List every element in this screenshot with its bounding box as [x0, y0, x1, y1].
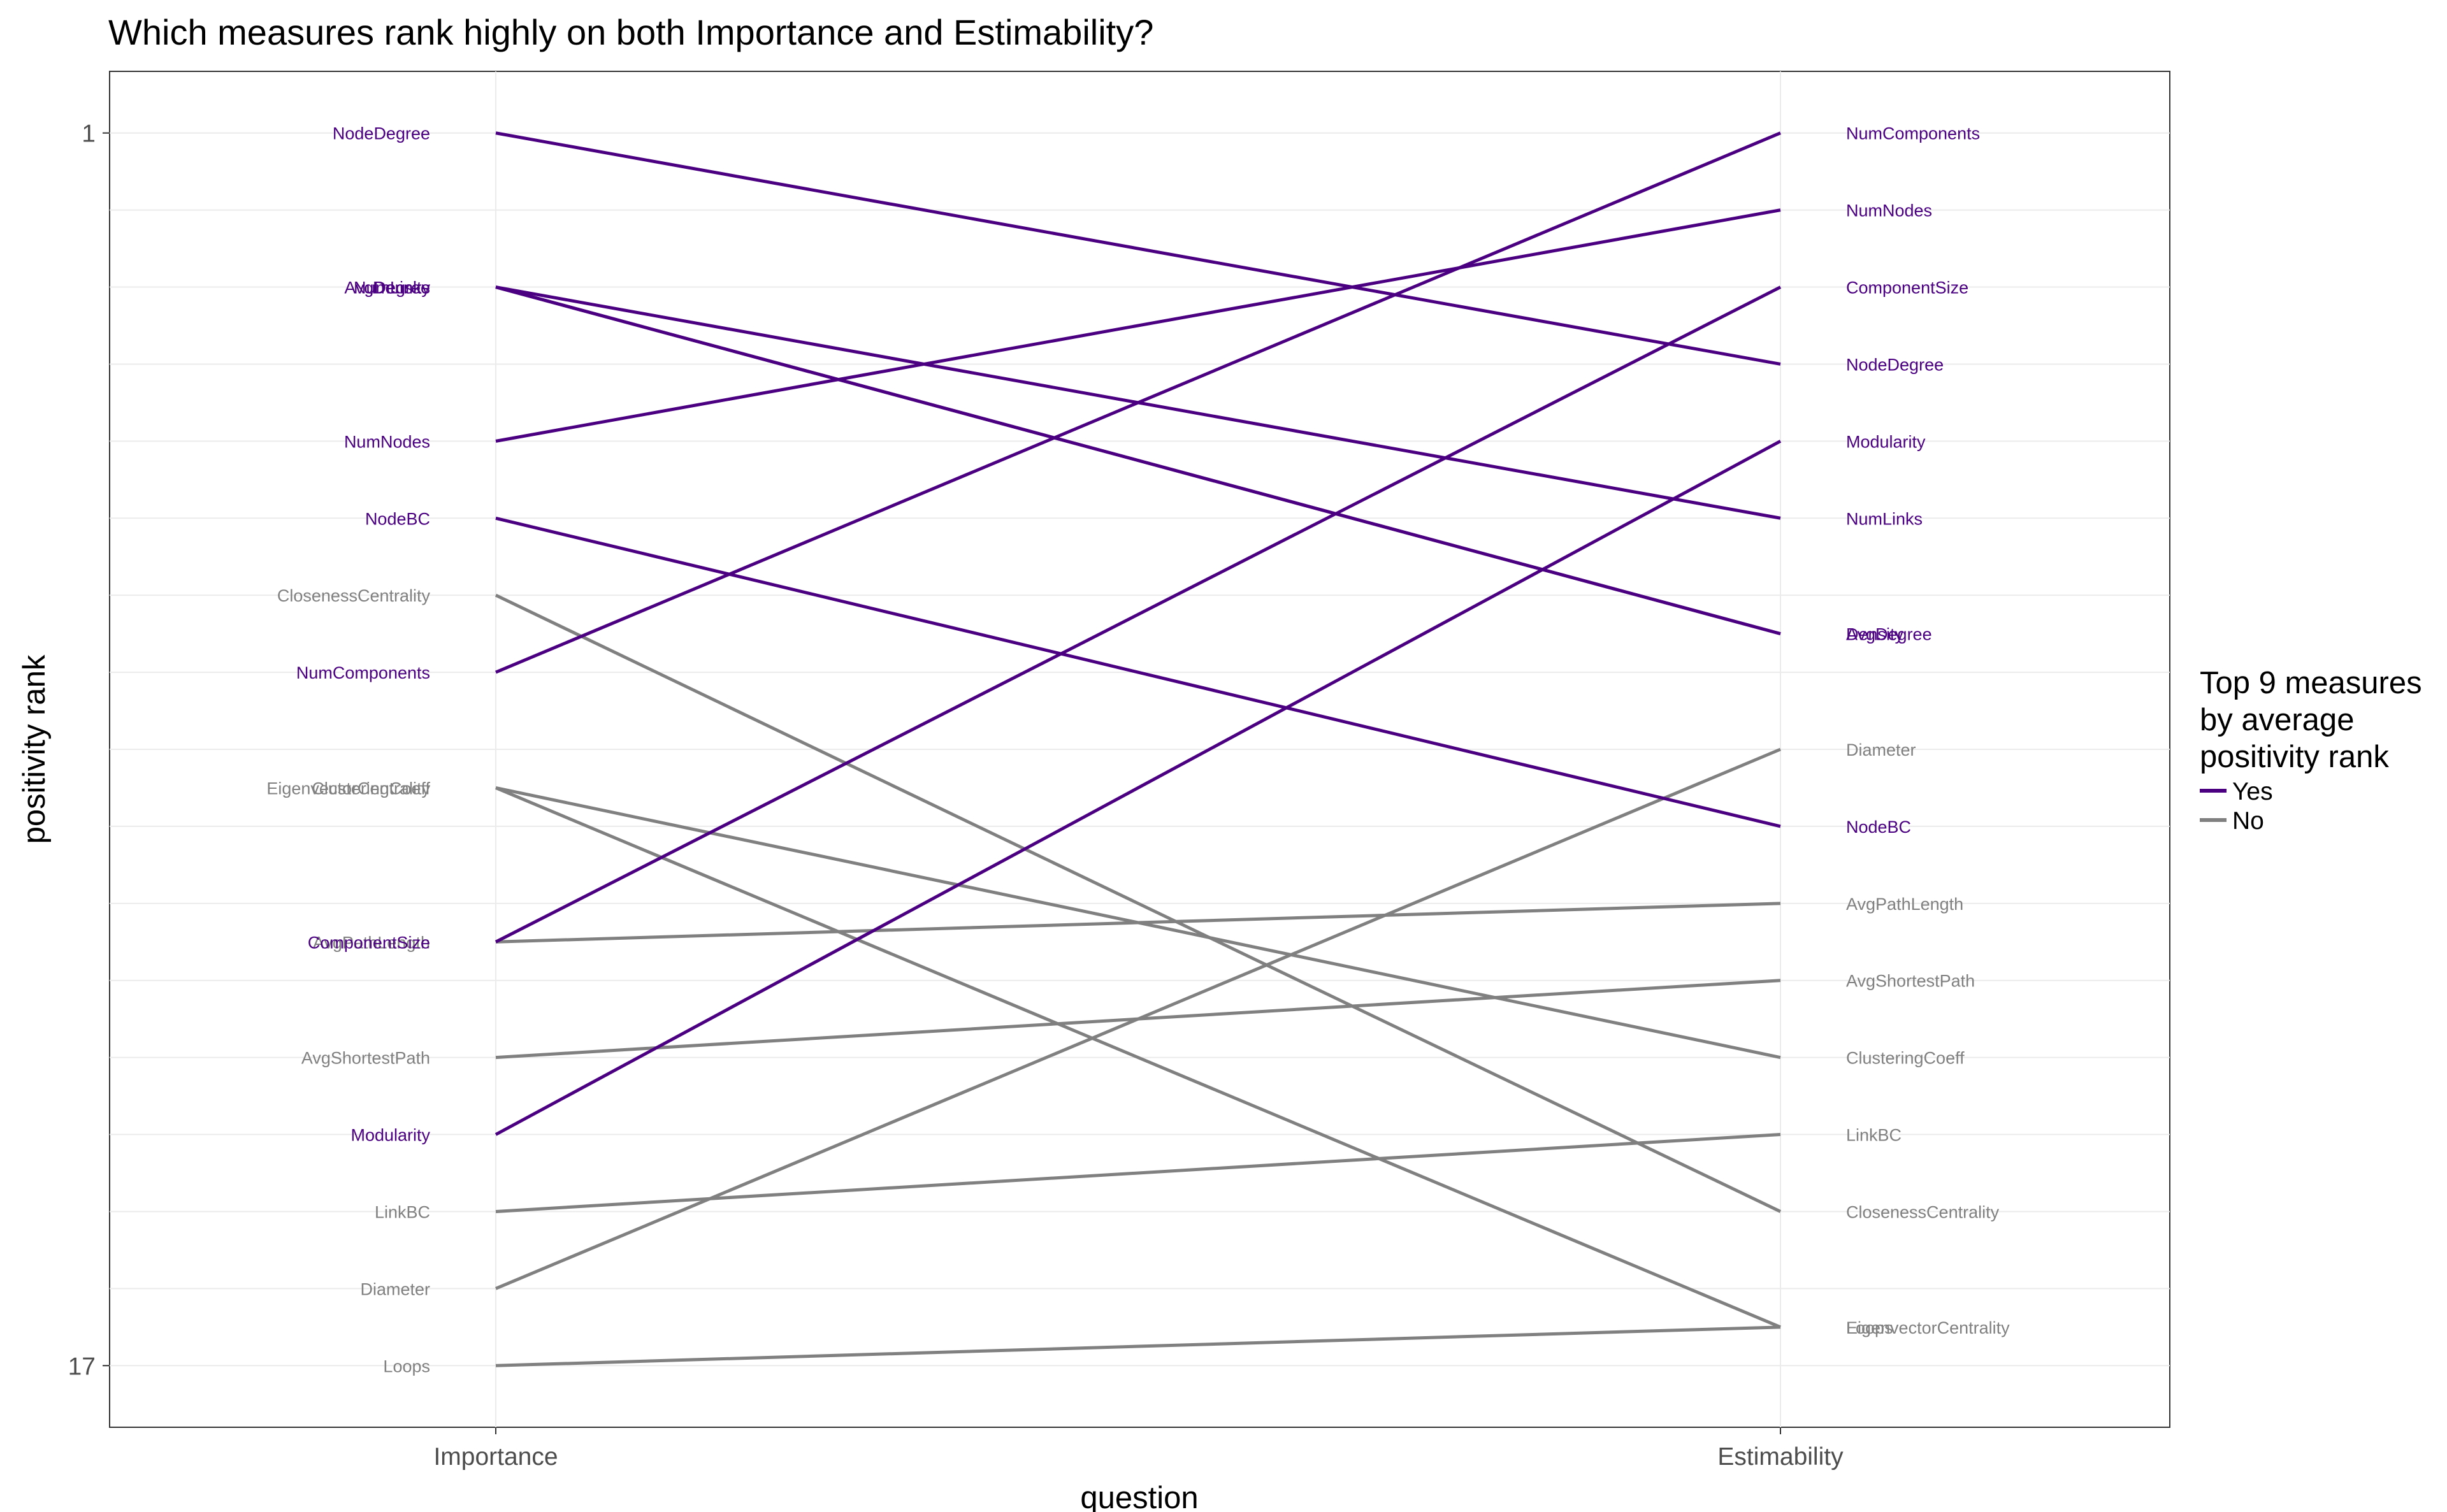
label-estimability-avgpathlength: AvgPathLength — [1846, 895, 1963, 914]
label-importance-eigenvectorcentrality: EigenvectorCentrality — [266, 779, 430, 798]
x-tick-label: Importance — [433, 1443, 558, 1471]
label-importance-nodedegree: NodeDegree — [333, 124, 430, 143]
label-importance-nodebc: NodeBC — [365, 509, 430, 528]
series-line-modularity — [494, 440, 1782, 1136]
label-estimability-loops: Loops — [1846, 1318, 1893, 1337]
label-importance-linkbc: LinkBC — [375, 1202, 430, 1221]
series-line-nodedegree — [495, 131, 1781, 366]
label-importance-numlinks: NumLinks — [354, 278, 430, 298]
label-importance-density: Density — [373, 278, 431, 298]
label-importance-numnodes: NumNodes — [344, 432, 430, 451]
y-tick-label: 1 — [82, 120, 96, 148]
label-estimability-diameter: Diameter — [1846, 740, 1916, 760]
legend-label-no: No — [2232, 807, 2264, 835]
series-line-density — [495, 285, 1781, 636]
legend-title-line-3: positivity rank — [2200, 740, 2389, 774]
label-estimability-nodebc: NodeBC — [1846, 817, 1911, 837]
label-estimability-clusteringcoeff: ClusteringCoeff — [1846, 1049, 1965, 1068]
series-line-loops — [495, 1325, 1781, 1367]
series-line-eigenvectorcentrality — [495, 786, 1781, 1329]
series-line-numcomponents — [495, 131, 1781, 674]
series-line-componentsize — [494, 285, 1782, 944]
label-estimability-density: Density — [1846, 625, 1904, 644]
label-importance-numcomponents: NumComponents — [296, 663, 430, 682]
label-estimability-eigenvectorcentrality: EigenvectorCentrality — [1846, 1318, 2010, 1337]
label-estimability-numlinks: NumLinks — [1846, 509, 1923, 528]
label-importance-componentsize: ComponentSize — [308, 933, 430, 952]
legend-title-line-1: Top 9 measures — [2200, 666, 2422, 700]
x-axis-title: question — [1080, 1481, 1198, 1512]
label-importance-closenesscentrality: ClosenessCentrality — [277, 586, 431, 605]
label-importance-avgdegree: AvgDegree — [344, 278, 430, 298]
legend-label-yes: Yes — [2232, 778, 2273, 805]
label-importance-modularity: Modularity — [350, 1126, 430, 1145]
label-importance-clusteringcoeff: ClusteringCoeff — [312, 779, 430, 798]
label-estimability-linkbc: LinkBC — [1846, 1126, 1902, 1145]
label-estimability-avgdegree: AvgDegree — [1846, 625, 1932, 644]
legend-title-line-2: by average — [2200, 703, 2354, 737]
series-line-nodebc — [495, 516, 1781, 828]
label-estimability-closenesscentrality: ClosenessCentrality — [1846, 1202, 2000, 1221]
label-estimability-numcomponents: NumComponents — [1846, 124, 1980, 143]
series-lines — [494, 131, 1782, 1367]
x-tick-label: Estimability — [1717, 1443, 1844, 1471]
chart-title: Which measures rank highly on both Impor… — [108, 12, 1153, 52]
label-estimability-numnodes: NumNodes — [1846, 201, 1932, 220]
series-line-avgpathlength — [495, 902, 1781, 944]
label-estimability-avgshortestpath: AvgShortestPath — [1846, 972, 1975, 991]
label-importance-diameter: Diameter — [360, 1279, 430, 1299]
series-line-diameter — [495, 747, 1781, 1290]
y-tick-label: 17 — [68, 1353, 96, 1380]
label-estimability-modularity: Modularity — [1846, 432, 1926, 451]
label-importance-avgshortestpath: AvgShortestPath — [301, 1049, 430, 1068]
series-line-closenesscentrality — [494, 593, 1782, 1213]
series-line-numnodes — [495, 208, 1781, 443]
label-importance-avgpathlength: AvgPathLength — [313, 933, 430, 952]
y-axis-title: positivity rank — [17, 654, 52, 844]
axis-ticks: 1 17 Importance Estimability — [68, 120, 1844, 1471]
label-estimability-componentsize: ComponentSize — [1846, 278, 1968, 298]
point-labels: ClosenessCentrality ClosenessCentrality Cl… — [266, 124, 2010, 1376]
label-importance-loops: Loops — [383, 1357, 430, 1376]
legend: Top 9 measures by average positivity ran… — [2200, 666, 2422, 835]
label-estimability-nodedegree: NodeDegree — [1846, 355, 1944, 374]
